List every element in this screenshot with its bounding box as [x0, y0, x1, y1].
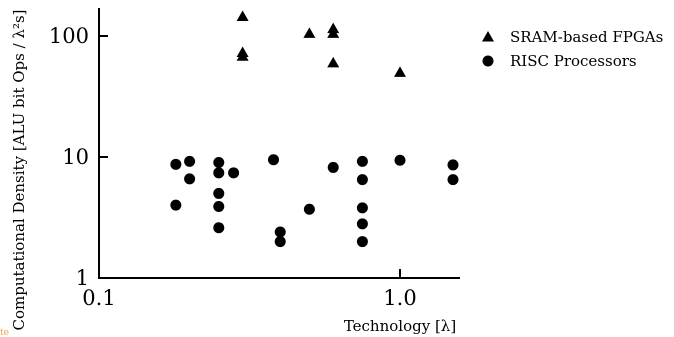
risc-point — [184, 173, 196, 185]
risc-point — [356, 202, 368, 214]
corner-mark: te — [0, 328, 9, 337]
fpga-point — [327, 56, 340, 68]
risc-point — [170, 199, 182, 211]
legend: SRAM-based FPGAs RISC Processors — [482, 28, 663, 70]
fpga-point — [394, 66, 406, 77]
risc-point — [447, 159, 459, 171]
y-axis-title: Computational Density [ALU bit Ops / λ²s… — [10, 9, 28, 330]
axis-ticks: 1 10 100 0.1 1.0 — [49, 24, 417, 310]
legend-marker-triangle — [482, 31, 494, 42]
fpga-point — [236, 10, 249, 21]
risc-point — [356, 174, 368, 186]
risc-point — [274, 236, 286, 248]
risc-point — [327, 161, 339, 173]
risc-point — [447, 174, 459, 186]
risc-point — [394, 154, 406, 166]
risc-point — [356, 155, 368, 167]
data-points — [170, 10, 459, 248]
risc-point — [213, 200, 225, 212]
fpga-point — [236, 50, 249, 61]
y-tick-label: 1 — [76, 266, 89, 290]
legend-label-sram-fpgas: SRAM-based FPGAs — [510, 28, 663, 46]
legend-item-risc-processors: RISC Processors — [482, 52, 637, 70]
fpga-point — [303, 27, 316, 38]
risc-point — [184, 155, 196, 167]
fpga-point — [327, 27, 340, 38]
risc-point — [228, 167, 240, 179]
risc-point — [213, 157, 225, 169]
legend-label-risc-processors: RISC Processors — [510, 52, 637, 70]
risc-point — [356, 236, 368, 248]
risc-point — [213, 222, 225, 234]
risc-point — [213, 167, 225, 179]
risc-point — [303, 203, 315, 215]
risc-point — [268, 154, 280, 166]
y-tick-label: 100 — [49, 24, 89, 48]
risc-point — [170, 158, 182, 170]
risc-point — [213, 187, 225, 199]
y-tick-label: 10 — [62, 145, 89, 169]
x-axis-title: Technology [λ] — [344, 317, 456, 335]
legend-marker-circle — [482, 55, 494, 67]
x-tick-label: 0.1 — [82, 286, 115, 310]
risc-point — [274, 226, 286, 238]
x-tick-label: 1.0 — [383, 286, 416, 310]
risc-point — [356, 218, 368, 230]
legend-item-sram-fpgas: SRAM-based FPGAs — [482, 28, 663, 46]
